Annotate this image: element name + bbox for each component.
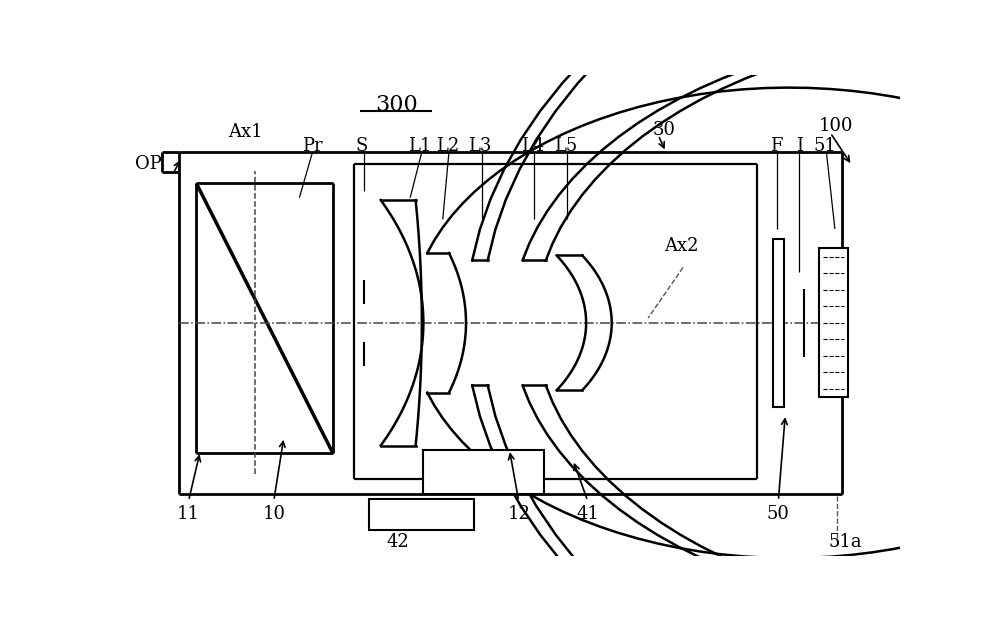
Text: 100: 100 bbox=[819, 116, 854, 134]
Text: 10: 10 bbox=[262, 505, 285, 523]
Text: 300: 300 bbox=[375, 94, 418, 116]
Bar bbox=[819, 248, 848, 398]
Text: Ax1: Ax1 bbox=[228, 122, 262, 141]
Text: Ax2: Ax2 bbox=[664, 237, 699, 255]
Text: 41: 41 bbox=[576, 505, 599, 523]
Text: 51a: 51a bbox=[829, 532, 863, 551]
Text: L1: L1 bbox=[408, 137, 431, 155]
Text: L2: L2 bbox=[436, 137, 459, 155]
Text: Pr: Pr bbox=[302, 137, 323, 155]
Text: I: I bbox=[796, 137, 803, 155]
Text: S: S bbox=[355, 137, 368, 155]
Text: 51: 51 bbox=[813, 137, 836, 155]
Text: 42: 42 bbox=[386, 532, 409, 551]
Bar bbox=[773, 239, 784, 407]
Text: L5: L5 bbox=[554, 137, 577, 155]
Bar bbox=[423, 451, 544, 494]
Text: 11: 11 bbox=[177, 505, 200, 523]
Text: L4: L4 bbox=[521, 137, 544, 155]
Text: OP: OP bbox=[135, 155, 162, 173]
Text: 50: 50 bbox=[767, 505, 790, 523]
Text: F: F bbox=[770, 137, 782, 155]
Text: L3: L3 bbox=[468, 137, 492, 155]
Bar bbox=[369, 499, 474, 530]
Text: 30: 30 bbox=[652, 121, 675, 139]
Text: 12: 12 bbox=[507, 505, 530, 523]
